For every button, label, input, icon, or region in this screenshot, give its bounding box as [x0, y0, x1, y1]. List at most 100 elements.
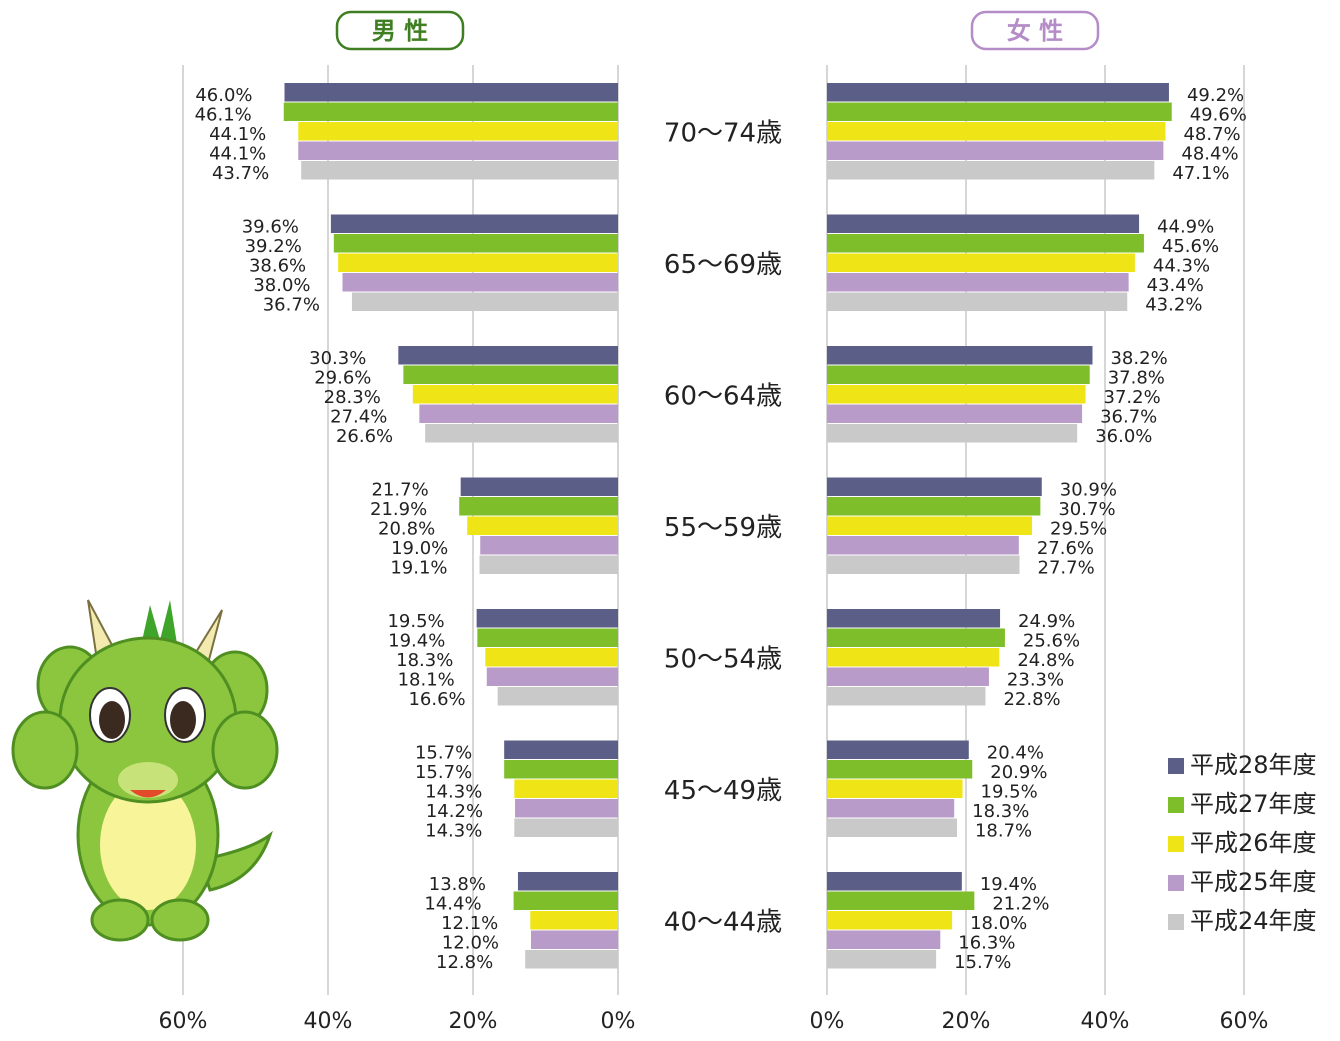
value-label: 21.2% — [992, 894, 1049, 915]
value-label: 13.8% — [429, 874, 486, 895]
bar — [827, 253, 1135, 272]
bar — [514, 779, 618, 798]
bar — [419, 404, 618, 423]
bar — [827, 648, 1000, 667]
value-label: 16.3% — [958, 933, 1015, 954]
bar — [515, 799, 618, 818]
bar — [827, 799, 955, 818]
bar — [827, 930, 941, 949]
bar — [342, 273, 618, 292]
value-label: 18.1% — [398, 670, 455, 691]
value-label: 20.9% — [990, 762, 1047, 783]
bar — [827, 516, 1033, 535]
value-label: 24.8% — [1017, 650, 1074, 671]
x-tick-label: 60% — [1220, 1009, 1269, 1034]
bar — [525, 950, 618, 969]
value-label: 36.7% — [263, 295, 320, 316]
value-label: 14.2% — [426, 801, 483, 822]
bar — [827, 141, 1164, 160]
bar — [827, 122, 1166, 141]
value-label: 39.6% — [242, 217, 299, 238]
category-label: 40～44歳 — [664, 908, 782, 938]
bar — [476, 609, 618, 628]
bar — [403, 365, 618, 384]
value-label: 38.2% — [1110, 348, 1167, 369]
x-tick-label: 20% — [449, 1009, 498, 1034]
value-label: 28.3% — [324, 387, 381, 408]
value-label: 15.7% — [415, 762, 472, 783]
value-label: 29.5% — [1050, 519, 1107, 540]
value-label: 24.9% — [1018, 611, 1075, 632]
value-label: 19.5% — [387, 611, 444, 632]
category-label: 55～59歳 — [664, 513, 782, 543]
category-label: 60～64歳 — [664, 382, 782, 412]
value-label: 15.7% — [954, 952, 1011, 973]
value-label: 22.8% — [1003, 689, 1060, 710]
bar — [301, 161, 618, 180]
bar — [827, 760, 973, 779]
value-label: 23.3% — [1007, 670, 1064, 691]
value-label: 37.2% — [1104, 387, 1161, 408]
x-tick-label: 20% — [942, 1009, 991, 1034]
legend-label: 平成26年度 — [1190, 829, 1317, 857]
bar — [827, 609, 1001, 628]
value-label: 27.7% — [1038, 558, 1095, 579]
legend-label: 平成27年度 — [1190, 790, 1317, 818]
value-label: 25.6% — [1023, 631, 1080, 652]
legend-swatch — [1168, 875, 1184, 891]
value-label: 19.5% — [981, 782, 1038, 803]
bar — [486, 667, 618, 686]
legend-swatch — [1168, 914, 1184, 930]
value-label: 49.2% — [1187, 85, 1244, 106]
legend-swatch — [1168, 797, 1184, 813]
value-label: 49.6% — [1190, 105, 1247, 126]
value-label: 19.4% — [980, 874, 1037, 895]
bar — [530, 911, 618, 930]
bar — [827, 83, 1169, 102]
bar — [298, 122, 618, 141]
value-label: 26.6% — [336, 426, 393, 447]
x-tick-label: 60% — [159, 1009, 208, 1034]
bar — [351, 292, 618, 311]
bar — [425, 424, 618, 443]
bar — [827, 161, 1155, 180]
value-label: 46.1% — [195, 105, 252, 126]
value-label: 16.6% — [408, 689, 465, 710]
bar — [338, 253, 618, 272]
chart-title: 女 性 — [1007, 17, 1063, 45]
value-label: 14.3% — [425, 782, 482, 803]
value-label: 29.6% — [314, 368, 371, 389]
bar — [485, 648, 618, 667]
bar — [477, 628, 618, 647]
value-label: 43.4% — [1147, 275, 1204, 296]
value-label: 44.1% — [209, 124, 266, 145]
bar — [504, 740, 618, 759]
bar — [827, 477, 1042, 496]
value-label: 30.9% — [1060, 480, 1117, 501]
value-label: 45.6% — [1162, 236, 1219, 257]
value-label: 18.3% — [396, 650, 453, 671]
value-label: 47.1% — [1172, 163, 1229, 184]
bar — [467, 516, 618, 535]
bar — [333, 234, 618, 253]
legend-label: 平成24年度 — [1190, 907, 1317, 935]
value-label: 21.9% — [370, 499, 427, 520]
bar — [827, 872, 962, 891]
bar — [827, 740, 969, 759]
value-label: 18.0% — [970, 913, 1027, 934]
value-label: 43.2% — [1145, 295, 1202, 316]
value-label: 15.7% — [415, 743, 472, 764]
value-label: 20.8% — [378, 519, 435, 540]
x-tick-label: 40% — [1081, 1009, 1130, 1034]
value-label: 19.0% — [391, 538, 448, 559]
value-label: 44.1% — [209, 144, 266, 165]
chart-title: 男 性 — [372, 17, 428, 45]
bar — [283, 102, 618, 121]
legend-label: 平成25年度 — [1190, 868, 1317, 896]
legend-swatch — [1168, 836, 1184, 852]
category-label: 65～69歳 — [664, 250, 782, 280]
bar — [827, 292, 1128, 311]
legend-label: 平成28年度 — [1190, 751, 1317, 779]
value-label: 12.1% — [441, 913, 498, 934]
value-label: 39.2% — [245, 236, 302, 257]
